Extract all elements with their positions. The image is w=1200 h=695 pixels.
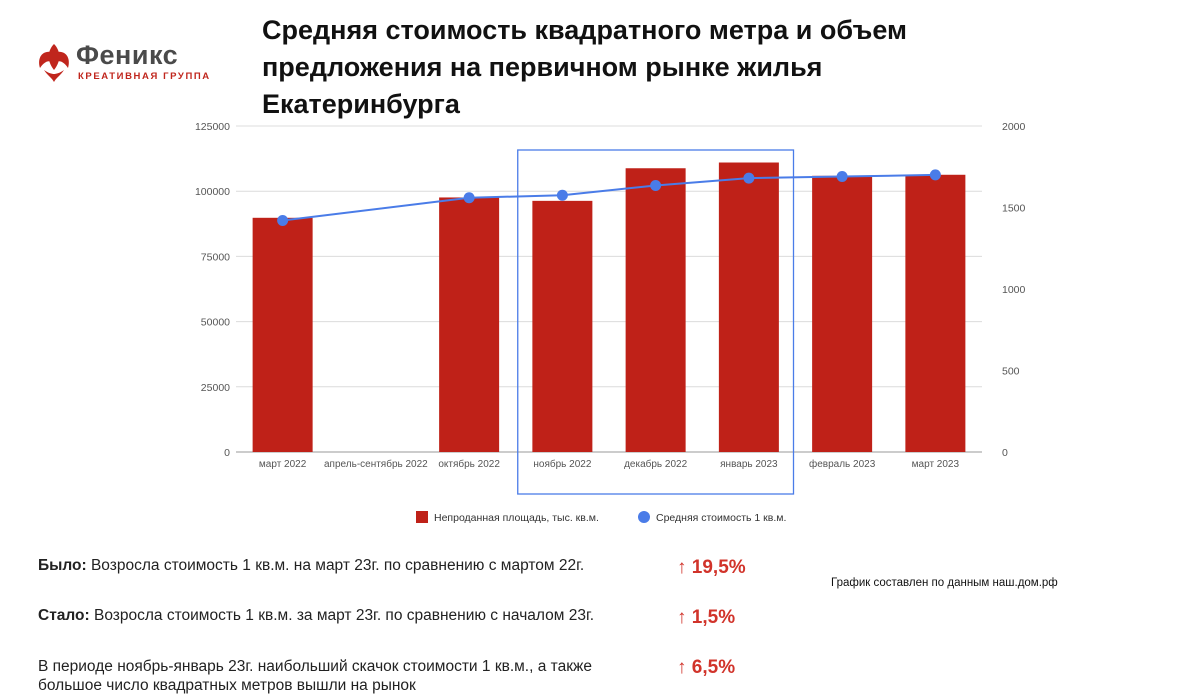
statement-1-label: Было: — [38, 557, 87, 574]
statement-3-value: ↑ 6,5% — [677, 657, 736, 678]
statement-1-text: Возросла стоимость 1 кв.м. на март 23г. … — [86, 557, 585, 574]
y-left-tick-label: 50000 — [201, 317, 230, 329]
x-tick-label: январь 2023 — [720, 459, 778, 470]
line-point — [836, 171, 848, 183]
page-title: Средняя стоимость квадратного метра и об… — [262, 15, 907, 119]
x-tick-label: апрель-сентябрь 2022 — [324, 458, 428, 470]
y-left-tick-label: 75000 — [201, 251, 230, 263]
x-tick-label: март 2022 — [259, 459, 307, 470]
y-left-tick-label: 0 — [224, 447, 230, 459]
phoenix-icon — [39, 44, 69, 82]
y-left-tick-label: 100000 — [195, 186, 230, 198]
x-tick-label: март 2023 — [912, 459, 960, 470]
x-tick-label: декабрь 2022 — [624, 458, 688, 470]
statement-3: В периоде ноябрь-январь 23г. наибольший … — [38, 657, 648, 695]
statement-1: Было: Возросла стоимость 1 кв.м. на март… — [38, 556, 584, 575]
y-right-tick-label: 500 — [1002, 366, 1020, 378]
bar — [625, 168, 686, 452]
x-tick-label: ноябрь 2022 — [533, 458, 591, 470]
line-point — [929, 169, 941, 181]
y-right-tick-label: 1000 — [1002, 284, 1026, 296]
bar — [718, 162, 779, 452]
bar — [905, 174, 966, 452]
source-note: График составлен по данным наш.дом.рф — [831, 577, 1058, 589]
logo: Феникс КРЕАТИВНАЯ ГРУППА — [34, 40, 224, 85]
y-right-tick-label: 1500 — [1002, 203, 1026, 215]
statement-1-value: ↑ 19,5% — [677, 557, 746, 578]
line-point — [556, 189, 568, 201]
line-point — [463, 192, 475, 204]
bar — [252, 217, 313, 452]
legend-label-line: Средняя стоимость 1 кв.м. — [656, 512, 786, 524]
y-right-tick-label: 2000 — [1002, 121, 1026, 133]
legend-swatch-line — [638, 511, 650, 523]
legend-label-bars: Непроданная площадь, тыс. кв.м. — [434, 512, 599, 524]
line-point — [650, 179, 662, 191]
statement-3-text: В периоде ноябрь-январь 23г. наибольший … — [38, 658, 592, 694]
logo-subtitle: КРЕАТИВНАЯ ГРУППА — [78, 71, 211, 82]
line-point — [277, 215, 289, 227]
combo-chart: 0 25000 50000 75000 100000 125000 0 500 1000 1500… — [195, 121, 1026, 524]
y-left-tick-label: 125000 — [195, 121, 230, 133]
legend-swatch-bars — [416, 511, 428, 523]
line-point — [743, 172, 755, 184]
bar — [439, 197, 500, 452]
statement-2-text: Возросла стоимость 1 кв.м. за март 23г. … — [89, 607, 595, 624]
bar — [532, 200, 593, 452]
x-tick-label: октябрь 2022 — [438, 458, 500, 470]
y-right-tick-label: 0 — [1002, 447, 1008, 459]
logo-name: Феникс — [76, 40, 179, 70]
statement-2-label: Стало: — [38, 607, 90, 624]
y-left-tick-label: 25000 — [201, 382, 230, 394]
statement-2-value: ↑ 1,5% — [677, 607, 736, 628]
statement-2: Стало: Возросла стоимость 1 кв.м. за мар… — [38, 606, 594, 625]
highlight-box — [517, 149, 795, 495]
bar — [812, 175, 873, 452]
x-tick-label: февраль 2023 — [809, 458, 876, 470]
